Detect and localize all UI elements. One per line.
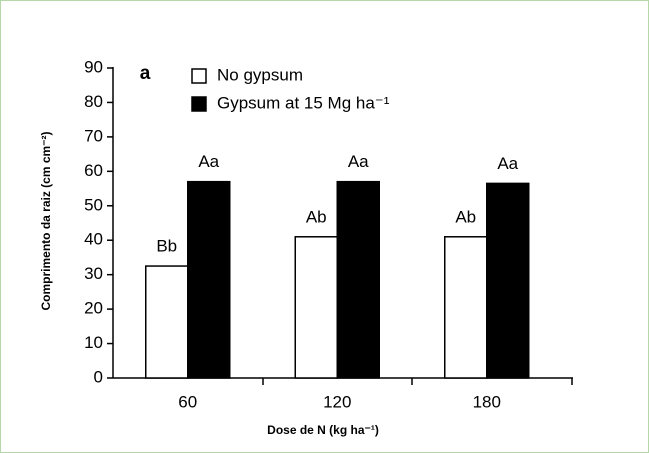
- legend-label: No gypsum: [217, 65, 303, 84]
- y-tick-label: 70: [84, 126, 103, 145]
- bar: [294, 236, 338, 379]
- y-tick-label: 20: [84, 299, 103, 318]
- bar: [486, 182, 530, 379]
- bar-annotation: Aa: [198, 152, 219, 171]
- y-tick-label: 80: [84, 92, 103, 111]
- x-tick-label: 60: [178, 392, 197, 411]
- y-tick-label: 40: [84, 230, 103, 249]
- legend-swatch: [191, 68, 207, 84]
- bar: [336, 180, 380, 379]
- legend-label: Gypsum at 15 Mg ha⁻¹: [217, 93, 390, 112]
- y-axis-label: Comprimento da raiz (cm cm⁻²): [39, 131, 53, 310]
- x-tick-label: 180: [473, 392, 501, 411]
- bar: [444, 236, 488, 379]
- y-tick-label: 0: [94, 367, 103, 386]
- bar: [187, 180, 231, 379]
- y-tick-label: 30: [84, 264, 103, 283]
- x-tick-label: 120: [323, 392, 351, 411]
- x-axis-label: Dose de N (kg ha⁻¹): [267, 423, 379, 437]
- y-tick-label: 90: [84, 57, 103, 76]
- bar-annotation: Aa: [348, 152, 369, 171]
- bar-annotation: Bb: [156, 237, 177, 256]
- bar-annotation: Ab: [455, 207, 476, 226]
- panel-label: a: [140, 63, 151, 84]
- y-tick-label: 10: [84, 333, 103, 352]
- bar: [145, 265, 189, 379]
- bar-annotation: Aa: [497, 154, 518, 173]
- y-tick-label: 60: [84, 161, 103, 180]
- legend-swatch: [191, 96, 207, 112]
- y-tick-label: 50: [84, 195, 103, 214]
- bar-annotation: Ab: [306, 207, 327, 226]
